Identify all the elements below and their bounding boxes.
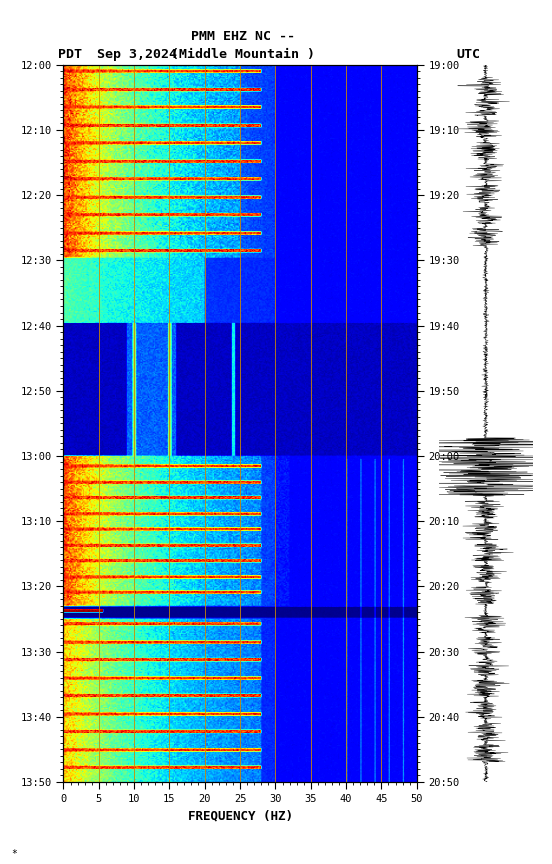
Text: PDT: PDT (58, 48, 82, 60)
X-axis label: FREQUENCY (HZ): FREQUENCY (HZ) (188, 810, 293, 823)
Text: Sep 3,2024: Sep 3,2024 (97, 48, 177, 60)
Text: UTC: UTC (457, 48, 480, 60)
Text: PMM EHZ NC --: PMM EHZ NC -- (191, 30, 295, 43)
Text: (Middle Mountain ): (Middle Mountain ) (171, 48, 315, 60)
Text: *: * (11, 849, 17, 859)
